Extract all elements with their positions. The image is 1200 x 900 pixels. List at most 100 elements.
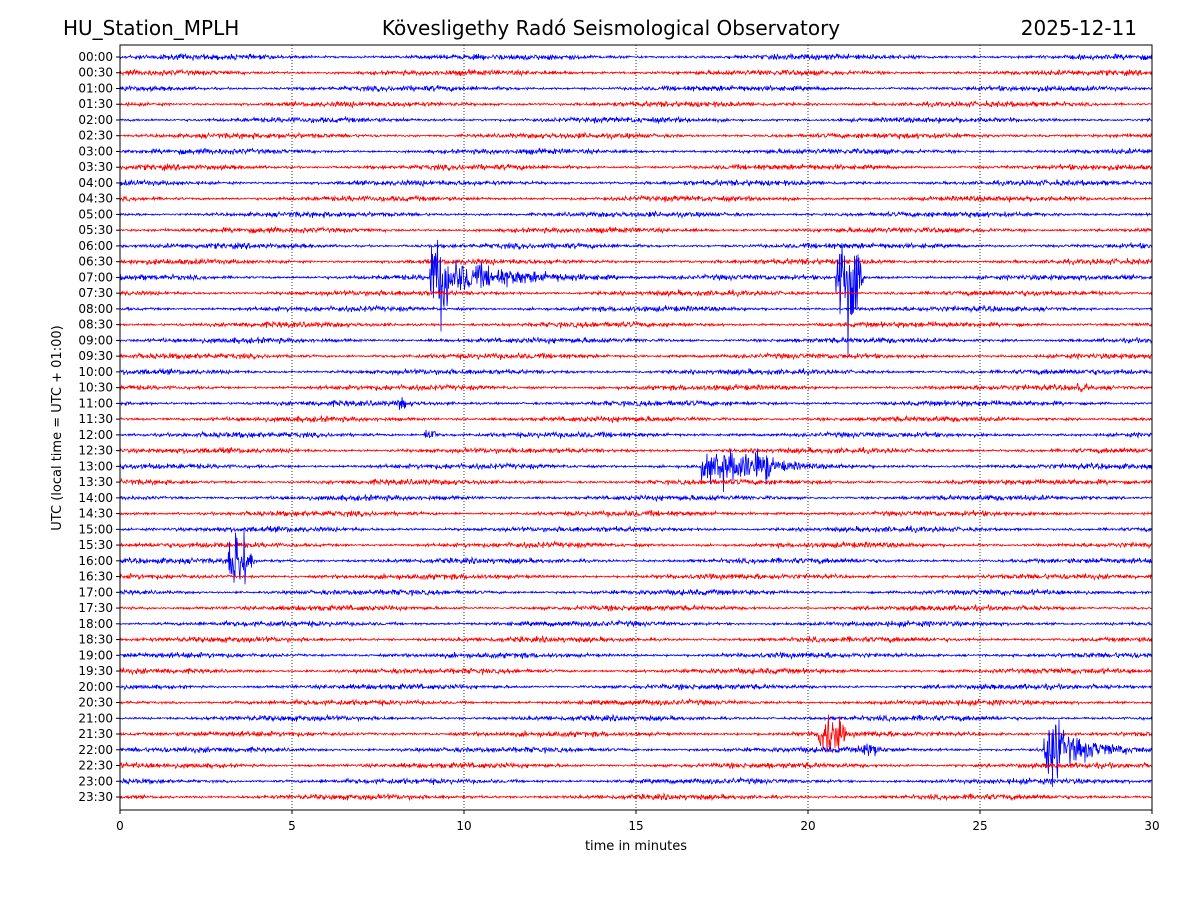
trace-0530	[119, 225, 1152, 235]
row-time-label: 21:30	[78, 727, 113, 741]
station-name: HU_Station_MPLH	[63, 16, 240, 40]
row-time-label: 10:00	[78, 365, 113, 379]
row-time-label: 17:00	[78, 585, 113, 599]
row-time-label: 02:00	[78, 113, 113, 127]
trace-1830	[119, 634, 1153, 644]
trace-0030	[119, 68, 1153, 77]
trace-2300	[119, 776, 1153, 786]
row-time-label: 15:00	[78, 522, 113, 536]
trace-0100	[119, 84, 1153, 93]
trace-1000	[119, 367, 1153, 377]
trace-1930	[119, 666, 1153, 676]
chart-title: Kövesligethy Radó Seismological Observat…	[381, 16, 841, 40]
row-time-label: 19:00	[78, 648, 113, 662]
trace-1130	[119, 414, 1153, 424]
x-axis-label: time in minutes	[585, 839, 687, 854]
trace-1630	[119, 572, 1153, 582]
row-time-label: 06:30	[78, 255, 113, 269]
row-time-label: 04:30	[78, 192, 113, 206]
trace-1700	[119, 588, 1153, 598]
row-time-label: 00:30	[78, 66, 113, 80]
row-time-label: 12:30	[78, 444, 113, 458]
row-time-label: 01:30	[78, 97, 113, 111]
trace-2330	[119, 792, 1153, 802]
trace-0600	[119, 242, 1153, 251]
row-time-label: 08:00	[78, 302, 113, 316]
trace-1530	[119, 540, 1153, 550]
row-time-label: 18:00	[78, 617, 113, 631]
row-time-label: 23:30	[78, 790, 113, 804]
row-time-label: 13:30	[78, 475, 113, 489]
trace-1730	[119, 603, 1153, 613]
trace-0300	[119, 147, 1153, 156]
row-time-label: 08:30	[78, 318, 113, 332]
trace-1900	[119, 651, 1153, 661]
trace-2030	[119, 698, 1153, 707]
row-time-label: 09:00	[78, 333, 113, 347]
row-time-label: 20:00	[78, 680, 113, 694]
trace-0500	[119, 210, 1153, 220]
trace-0830	[119, 320, 1153, 330]
trace-1300	[119, 448, 1153, 493]
x-tick-label: 5	[288, 819, 296, 833]
row-time-label: 07:30	[78, 286, 113, 300]
row-time-label: 03:00	[78, 144, 113, 158]
row-time-label: 03:30	[78, 160, 113, 174]
trace-0630	[119, 257, 1153, 267]
row-time-label: 06:00	[78, 239, 113, 253]
trace-1330	[119, 477, 1153, 487]
row-time-label: 07:00	[78, 270, 113, 284]
row-time-label: 14:30	[78, 507, 113, 521]
row-time-label: 09:30	[78, 349, 113, 363]
x-tick-label: 15	[628, 819, 643, 833]
trace-1800	[120, 619, 1153, 629]
row-time-label: 11:00	[78, 396, 113, 410]
x-tick-label: 25	[972, 819, 987, 833]
trace-0930	[119, 351, 1153, 361]
row-time-label: 17:30	[78, 601, 113, 615]
trace-1600	[119, 528, 1153, 585]
trace-2100	[119, 713, 1153, 723]
row-time-label: 18:30	[78, 633, 113, 647]
row-time-label: 21:00	[78, 711, 113, 725]
row-time-label: 15:30	[78, 538, 113, 552]
traces	[119, 52, 1153, 802]
row-time-label: 10:30	[78, 381, 113, 395]
row-time-label: 01:00	[78, 81, 113, 95]
x-axis: 0 5 10 15 20 25 30	[116, 810, 1160, 833]
row-time-label: 19:30	[78, 664, 113, 678]
trace-1100	[119, 397, 1153, 410]
trace-0000	[119, 52, 1153, 62]
trace-1400	[119, 493, 1152, 503]
row-time-label: 14:00	[78, 491, 113, 505]
trace-0900	[119, 336, 1153, 345]
trace-1030	[119, 382, 1153, 393]
row-time-label: 05:00	[78, 207, 113, 221]
y-axis-label: UTC (local time = UTC + 01:00)	[50, 325, 65, 530]
row-time-label: 16:30	[78, 570, 113, 584]
trace-0800	[119, 304, 1153, 314]
trace-0330	[119, 163, 1153, 172]
trace-0200	[119, 115, 1153, 125]
row-time-label: 22:00	[78, 743, 113, 757]
trace-2230	[119, 761, 1153, 770]
trace-1500	[119, 525, 1153, 534]
row-time-label: 22:30	[78, 759, 113, 773]
row-time-label: 05:30	[78, 223, 113, 237]
row-time-label: 16:00	[78, 554, 113, 568]
trace-0130	[119, 100, 1153, 109]
row-time-label: 13:00	[78, 459, 113, 473]
trace-2000	[119, 682, 1153, 691]
trace-0230	[119, 131, 1153, 141]
trace-0400	[119, 178, 1153, 188]
trace-1430	[119, 509, 1153, 518]
x-tick-label: 10	[456, 819, 471, 833]
trace-1200	[119, 429, 1153, 440]
x-tick-label: 30	[1144, 819, 1159, 833]
row-time-label: 02:30	[78, 129, 113, 143]
trace-2200	[119, 719, 1153, 787]
row-time-label: 00:00	[78, 50, 113, 64]
grid-lines	[291, 45, 981, 810]
